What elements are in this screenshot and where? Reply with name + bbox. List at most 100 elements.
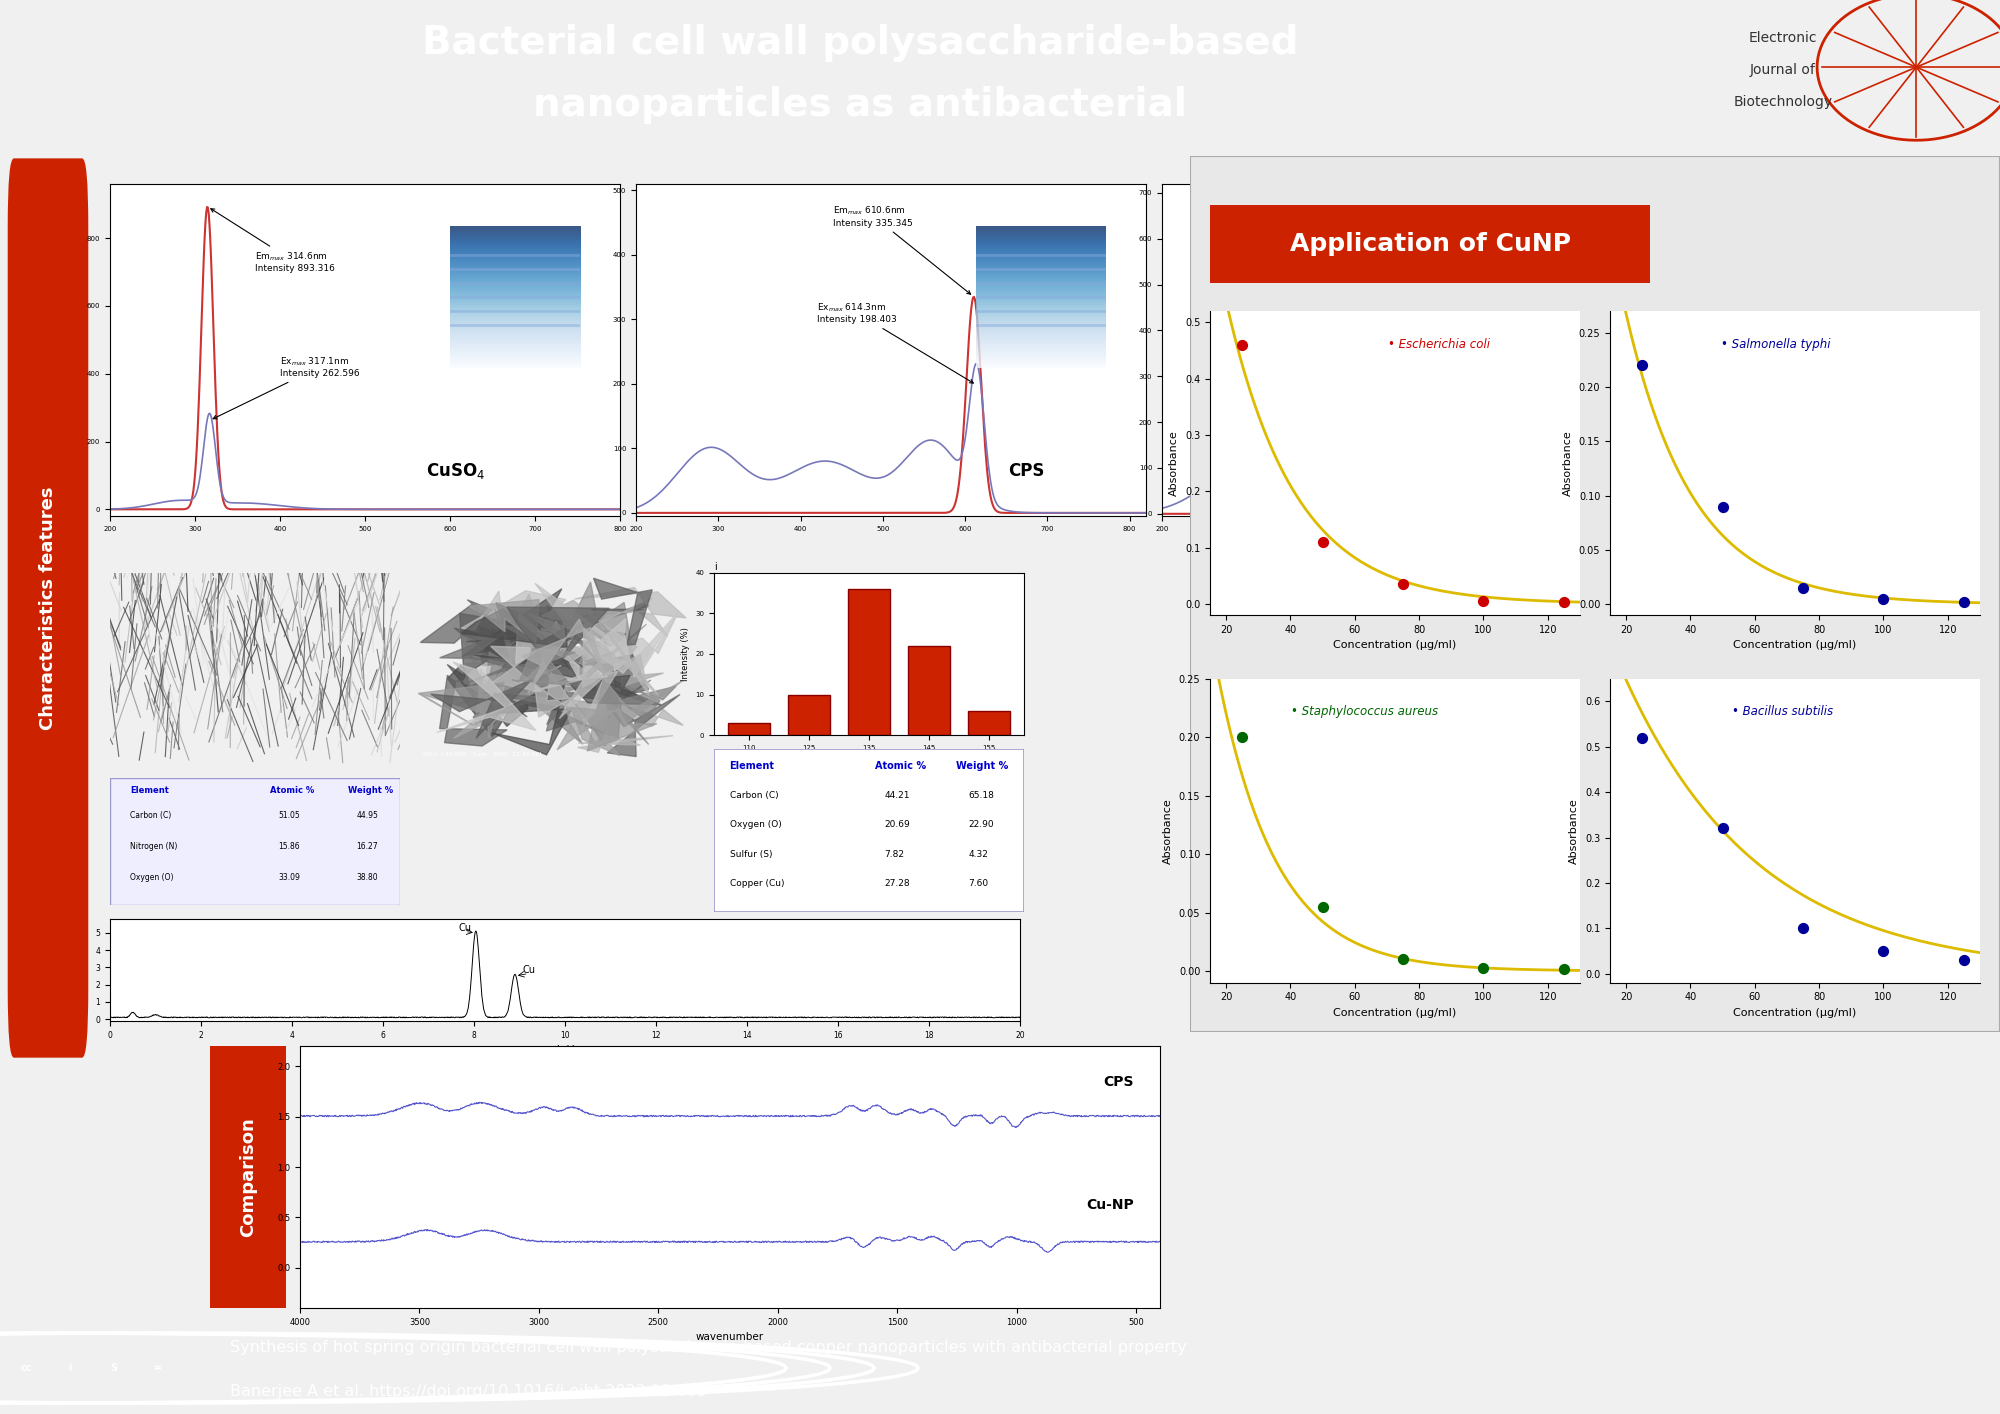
Point <box>1788 577 1820 600</box>
Text: Atomic %: Atomic % <box>270 786 314 795</box>
Polygon shape <box>492 679 572 755</box>
Polygon shape <box>600 684 684 727</box>
Text: i: i <box>714 561 716 571</box>
Polygon shape <box>548 638 628 663</box>
Point <box>1388 573 1420 595</box>
Y-axis label: Absorbance: Absorbance <box>1164 797 1174 864</box>
Polygon shape <box>522 669 604 732</box>
Polygon shape <box>462 608 568 648</box>
Polygon shape <box>418 683 504 738</box>
Text: Nitrogen (N): Nitrogen (N) <box>130 841 178 851</box>
Polygon shape <box>506 594 586 648</box>
Polygon shape <box>534 672 584 720</box>
Text: Sulfur (S): Sulfur (S) <box>730 850 772 858</box>
FancyBboxPatch shape <box>1190 156 2000 1032</box>
Polygon shape <box>504 617 596 673</box>
Polygon shape <box>596 673 664 717</box>
Polygon shape <box>430 680 532 738</box>
Polygon shape <box>448 665 528 718</box>
Polygon shape <box>484 649 550 708</box>
Polygon shape <box>502 614 580 666</box>
Polygon shape <box>454 691 552 738</box>
X-axis label: Concentration (μg/ml): Concentration (μg/ml) <box>1734 641 1856 650</box>
Polygon shape <box>474 631 576 679</box>
Point <box>1468 590 1500 612</box>
Text: 7.60: 7.60 <box>968 880 988 888</box>
Polygon shape <box>496 602 572 653</box>
Text: Banerjee A et al. https://doi.org/10.1016/j.ejbt.2023.11.005: Banerjee A et al. https://doi.org/10.101… <box>230 1383 706 1398</box>
Text: 65.18: 65.18 <box>968 792 994 800</box>
Point <box>1948 949 1980 971</box>
Polygon shape <box>526 653 618 720</box>
Polygon shape <box>474 631 540 672</box>
Text: CPS: CPS <box>1104 1075 1134 1089</box>
FancyBboxPatch shape <box>208 1038 288 1316</box>
Polygon shape <box>484 628 574 686</box>
Text: 33.09: 33.09 <box>278 872 300 881</box>
Point <box>1226 725 1258 748</box>
Text: Cu-NP: Cu-NP <box>1724 462 1780 481</box>
Point <box>1788 916 1820 939</box>
Text: CuSO$_4$: CuSO$_4$ <box>426 461 486 481</box>
Text: Biotechnology: Biotechnology <box>1734 95 1832 109</box>
Point <box>1706 495 1738 518</box>
Bar <box>788 694 830 735</box>
Polygon shape <box>584 598 652 655</box>
Text: 44.21: 44.21 <box>884 792 910 800</box>
Polygon shape <box>440 609 518 669</box>
Point <box>1306 530 1338 553</box>
Y-axis label: Absorbance: Absorbance <box>1170 430 1180 496</box>
Text: • Escherichia coli: • Escherichia coli <box>1388 338 1490 351</box>
Y-axis label: Intensity (%): Intensity (%) <box>680 626 690 682</box>
FancyBboxPatch shape <box>1188 201 1672 287</box>
Polygon shape <box>548 605 596 659</box>
Text: • Bacillus subtilis: • Bacillus subtilis <box>1732 706 1834 718</box>
Polygon shape <box>558 707 626 749</box>
Text: 20kV ×10,000   5μm   0000  13:41 SEI: 20kV ×10,000 5μm 0000 13:41 SEI <box>422 752 542 756</box>
Polygon shape <box>456 643 556 704</box>
Polygon shape <box>542 601 598 631</box>
Polygon shape <box>512 658 584 696</box>
Point <box>1626 727 1658 749</box>
X-axis label: keV: keV <box>556 1045 574 1055</box>
Polygon shape <box>420 600 522 645</box>
Polygon shape <box>476 632 574 677</box>
Text: Journal of: Journal of <box>1750 62 1816 76</box>
Polygon shape <box>518 633 604 687</box>
Text: Bacterial cell wall polysaccharide-based: Bacterial cell wall polysaccharide-based <box>422 24 1298 62</box>
Point <box>1468 956 1500 978</box>
Polygon shape <box>574 587 686 636</box>
Point <box>1948 591 1980 614</box>
Text: 51.05: 51.05 <box>278 812 300 820</box>
Bar <box>728 723 770 735</box>
Polygon shape <box>566 690 620 755</box>
Text: 38.80: 38.80 <box>356 872 378 881</box>
Polygon shape <box>528 584 624 649</box>
Polygon shape <box>578 735 674 752</box>
Text: Cu: Cu <box>458 923 472 933</box>
Text: Application of CuNP: Application of CuNP <box>1290 232 1570 256</box>
Polygon shape <box>460 635 552 701</box>
Point <box>1868 587 1900 609</box>
Bar <box>968 711 1010 735</box>
Polygon shape <box>460 614 552 676</box>
Polygon shape <box>522 619 606 693</box>
Polygon shape <box>512 648 576 686</box>
Text: 27.28: 27.28 <box>884 880 910 888</box>
Polygon shape <box>532 672 618 731</box>
Polygon shape <box>590 612 678 677</box>
Point <box>1306 895 1338 918</box>
Text: Synthesis of hot spring origin bacterial cell wall polysaccharide-based copper n: Synthesis of hot spring origin bacterial… <box>230 1340 1186 1356</box>
Polygon shape <box>480 617 540 650</box>
Polygon shape <box>588 679 684 751</box>
Point <box>1868 940 1900 963</box>
Text: Weight %: Weight % <box>348 786 392 795</box>
Y-axis label: Absorbance: Absorbance <box>1570 797 1580 864</box>
Text: Copper (Cu): Copper (Cu) <box>730 880 784 888</box>
Text: Carbon (C): Carbon (C) <box>730 792 778 800</box>
Polygon shape <box>558 645 648 708</box>
Polygon shape <box>506 638 594 693</box>
X-axis label: Concentration (μg/ml): Concentration (μg/ml) <box>1334 641 1456 650</box>
Polygon shape <box>584 615 676 670</box>
X-axis label: wavenumber: wavenumber <box>696 1332 764 1342</box>
